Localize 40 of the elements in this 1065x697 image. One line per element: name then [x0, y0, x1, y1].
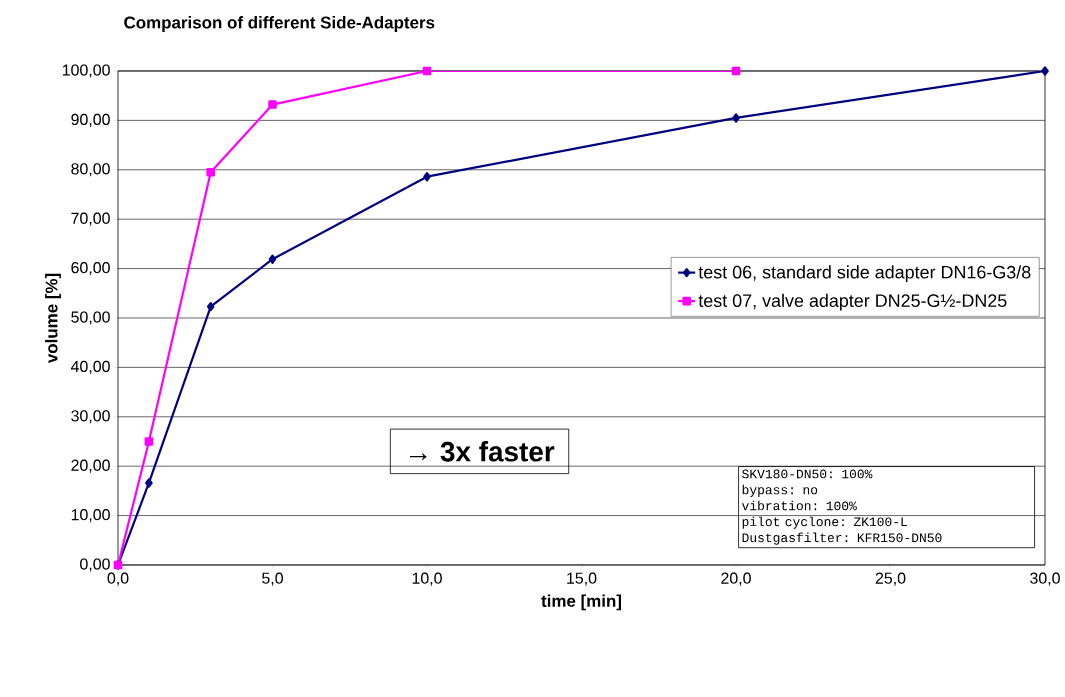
annotation: SKV180-DN50: 100%: [742, 469, 873, 479]
y-axis-title: volume [%]: [45, 273, 61, 364]
y-tick-label: 70,00: [71, 212, 110, 226]
legend-label: test 07, valve adapter DN25-G½-DN25: [698, 293, 1007, 311]
y-tick-label: 50,00: [71, 311, 110, 325]
annotation: Dustgasfilter: KFR150-DN50: [742, 532, 942, 545]
point: [1041, 66, 1049, 76]
point: [144, 437, 154, 446]
legend-label: test 06, standard side adapter DN16-G3/8: [698, 265, 1031, 283]
annotation: pilot cyclone: ZK100-L: [742, 516, 907, 529]
y-tick-label: 20,00: [71, 459, 110, 473]
y-tick-label: 90,00: [71, 113, 110, 127]
y-tick-label: 30,00: [71, 410, 110, 424]
x-tick-label: 0,0: [107, 572, 129, 586]
y-tick-label: 0,00: [80, 558, 110, 572]
y-tick-label: 100,00: [62, 64, 110, 78]
x-tick-label: 30,0: [1030, 572, 1060, 586]
point: [268, 254, 277, 264]
y-tick-label: 60,00: [71, 262, 110, 276]
x-tick-label: 10,0: [412, 572, 442, 586]
y-tick-label: 80,00: [71, 163, 110, 177]
x-tick-label: 25,0: [875, 572, 906, 586]
point: [732, 113, 740, 123]
annotation: vibration: 100%: [742, 500, 857, 511]
point: [268, 100, 277, 109]
chart-title: Comparison of different Side-Adapters: [124, 16, 435, 32]
y-tick-label: 40,00: [70, 360, 110, 374]
x-tick-label: 15,0: [567, 572, 597, 586]
point: [423, 172, 431, 182]
y-tick-label: 10,00: [71, 509, 110, 523]
x-tick-label: 20,0: [721, 572, 751, 586]
x-tick-label: 5,0: [262, 572, 283, 586]
point: [206, 167, 215, 177]
point: [206, 301, 215, 312]
x-axis-title: time [min]: [541, 594, 621, 611]
point: [145, 478, 153, 488]
point: [731, 66, 741, 76]
annotation: → 3x faster: [410, 441, 555, 462]
point: [422, 66, 432, 76]
annotation: bypass: no: [742, 484, 818, 497]
